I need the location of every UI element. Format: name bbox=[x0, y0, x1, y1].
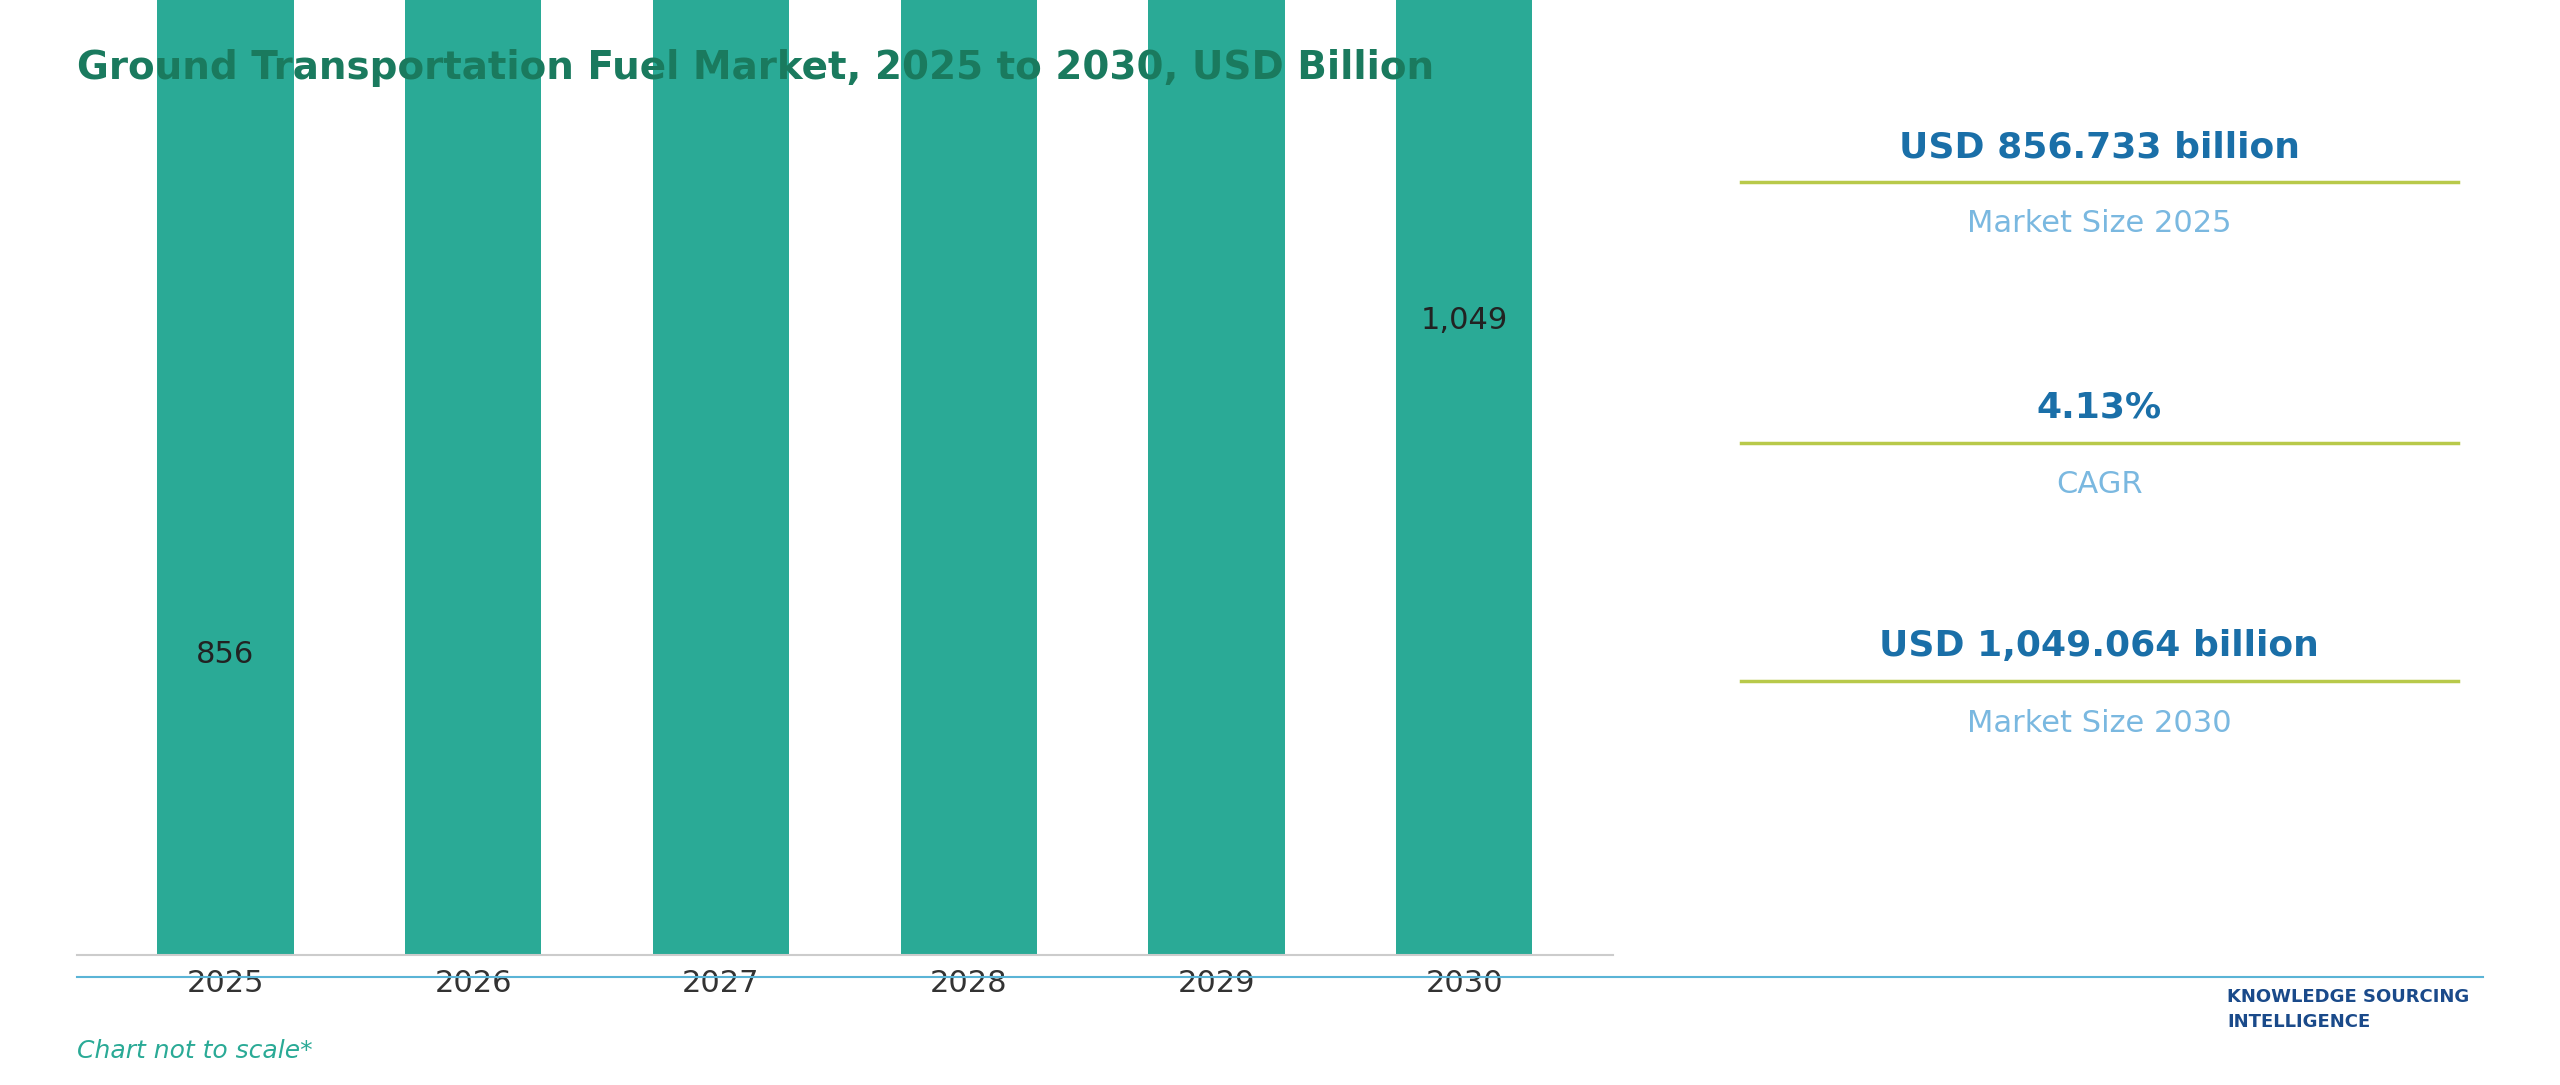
Text: Market Size 2030: Market Size 2030 bbox=[1966, 709, 2232, 738]
Text: 4.13%: 4.13% bbox=[2038, 391, 2161, 424]
Text: 856: 856 bbox=[197, 640, 253, 668]
Bar bbox=[1395, 0, 1533, 955]
Bar bbox=[1149, 0, 1285, 955]
Text: Market Size 2025: Market Size 2025 bbox=[1966, 209, 2232, 239]
Text: USD 856.733 billion: USD 856.733 billion bbox=[1900, 130, 2299, 164]
Bar bbox=[156, 0, 294, 955]
Text: CAGR: CAGR bbox=[2056, 470, 2143, 499]
Text: KNOWLEDGE SOURCING
INTELLIGENCE: KNOWLEDGE SOURCING INTELLIGENCE bbox=[2227, 987, 2470, 1031]
Text: USD 1,049.064 billion: USD 1,049.064 billion bbox=[1879, 629, 2319, 663]
Bar bbox=[901, 0, 1037, 955]
Text: 1,049: 1,049 bbox=[1421, 306, 1508, 335]
Text: Chart not to scale*: Chart not to scale* bbox=[77, 1039, 312, 1063]
Text: Ground Transportation Fuel Market, 2025 to 2030, USD Billion: Ground Transportation Fuel Market, 2025 … bbox=[77, 49, 1434, 87]
Bar bbox=[653, 0, 788, 955]
Bar bbox=[404, 0, 540, 955]
